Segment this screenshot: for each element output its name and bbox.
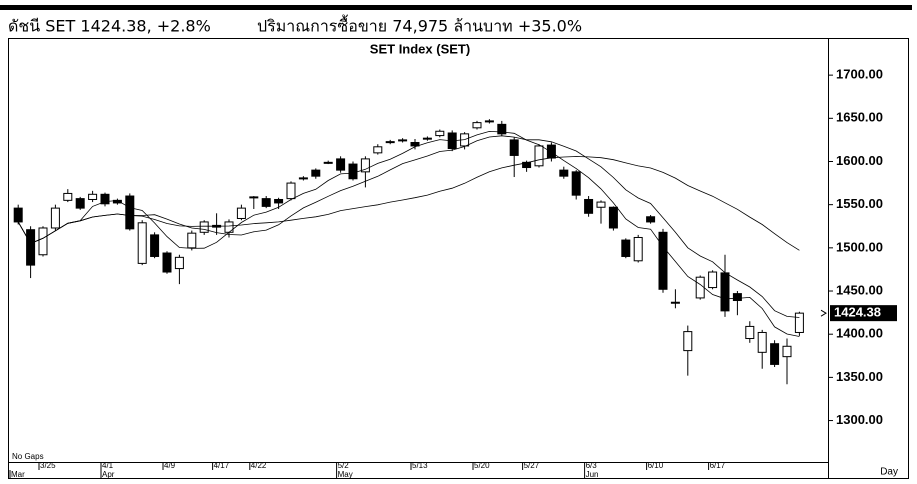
candle-body (497, 123, 507, 135)
candle-body (596, 201, 606, 208)
candle-body (298, 177, 308, 180)
candle-body (646, 216, 656, 223)
candle-body (348, 163, 358, 180)
x-unit: Day (880, 467, 898, 478)
candle-body (100, 193, 110, 205)
candle-body (732, 293, 742, 302)
y-tick-label: 1650.00 (836, 110, 883, 125)
y-tick-label: 1300.00 (836, 412, 883, 427)
x-tick-label: 5/20 (474, 461, 490, 470)
candle-body (757, 331, 767, 353)
y-tick-label: 1400.00 (836, 326, 883, 341)
candle-body (546, 144, 556, 159)
candle-body (311, 169, 321, 177)
candle-body (360, 158, 370, 173)
candle-body (745, 325, 755, 340)
candle-body (621, 239, 631, 257)
y-tick-label: 1700.00 (836, 67, 883, 82)
candle-body (435, 130, 445, 137)
candle-body (125, 195, 135, 230)
candle-body (274, 198, 284, 204)
candle-body (373, 146, 383, 154)
candle-body (286, 182, 296, 200)
candle-body (633, 236, 643, 262)
frame (8, 38, 909, 479)
y-tick-label: 1600.00 (836, 153, 883, 168)
x-tick-label: 4/9 (164, 461, 176, 470)
last-box (830, 305, 897, 322)
last-marker (820, 309, 827, 317)
candle-body (695, 276, 705, 299)
x-tick-label: 5/2 (338, 461, 350, 470)
candle-body (584, 198, 594, 214)
month-label: Apr (102, 470, 115, 479)
annotation: No Gaps (12, 452, 44, 461)
candle-body (50, 207, 60, 229)
candle-body (385, 141, 395, 144)
candle-body (224, 221, 234, 233)
header-volume: ปริมาณการซื้อขาย 74,975 ล้านบาท +35.0% (257, 15, 582, 36)
x-tick-label: 5/13 (412, 461, 428, 470)
candle-body (782, 345, 792, 358)
y-tick-label: 1450.00 (836, 282, 883, 297)
candle-body (174, 256, 184, 270)
candle-body (323, 161, 333, 164)
y-tick-label: 1550.00 (836, 196, 883, 211)
candle-body (199, 221, 209, 233)
x-tick-label: 4/22 (251, 461, 267, 470)
candle-body (422, 137, 432, 140)
candle-body (26, 229, 36, 266)
x-tick-label: 6/3 (586, 461, 598, 470)
candle-body (571, 171, 581, 196)
header-index: ดัชนี SET 1424.38, +2.8% (8, 17, 211, 36)
month-label: May (338, 470, 353, 479)
x-tick-label: 6/17 (710, 461, 726, 470)
chart-title: SET Index (SET) (370, 41, 470, 56)
candle-body (484, 120, 494, 123)
x-tick-label: 6/10 (648, 461, 664, 470)
y-tick-label: 1350.00 (836, 369, 883, 384)
candle-body (708, 271, 718, 289)
x-tick-label: 5/27 (524, 461, 540, 470)
x-tick-label: 3/25 (40, 461, 56, 470)
candle-body (683, 331, 693, 352)
candle-body (38, 227, 48, 256)
month-label: Jun (586, 470, 599, 479)
y-tick-label: 1500.00 (836, 239, 883, 254)
candle-body (670, 301, 680, 304)
candle-body (75, 198, 85, 209)
x-tick-label: 4/17 (214, 461, 230, 470)
candle-body (608, 206, 618, 229)
candle-body (522, 161, 532, 169)
x-tick-label: 4/1 (102, 461, 114, 470)
candle-body (249, 196, 259, 199)
candle-body (509, 139, 519, 156)
candle-body (13, 207, 23, 223)
candle-body (559, 169, 569, 177)
candle-body (236, 207, 246, 219)
candle-body (261, 198, 271, 207)
month-label: Mar (11, 470, 25, 479)
moving-average (17, 135, 800, 318)
candle-body (88, 193, 98, 200)
candle-body (336, 158, 346, 171)
candle-body (63, 192, 73, 201)
candle-body (162, 252, 172, 273)
candle-body (534, 145, 544, 167)
candle-body (410, 141, 420, 147)
candle-body (794, 312, 804, 333)
moving-average (17, 156, 800, 251)
candle-body (472, 122, 482, 129)
candle-body (398, 139, 408, 142)
candle-body (770, 343, 780, 365)
candle-body (658, 231, 668, 290)
candle-body (720, 272, 730, 312)
top-bar (0, 5, 912, 10)
moving-average (17, 130, 800, 337)
last-label: 1424.38 (834, 305, 881, 320)
candle-body (187, 232, 197, 249)
candle-body (137, 222, 147, 264)
candle-body (150, 234, 160, 257)
